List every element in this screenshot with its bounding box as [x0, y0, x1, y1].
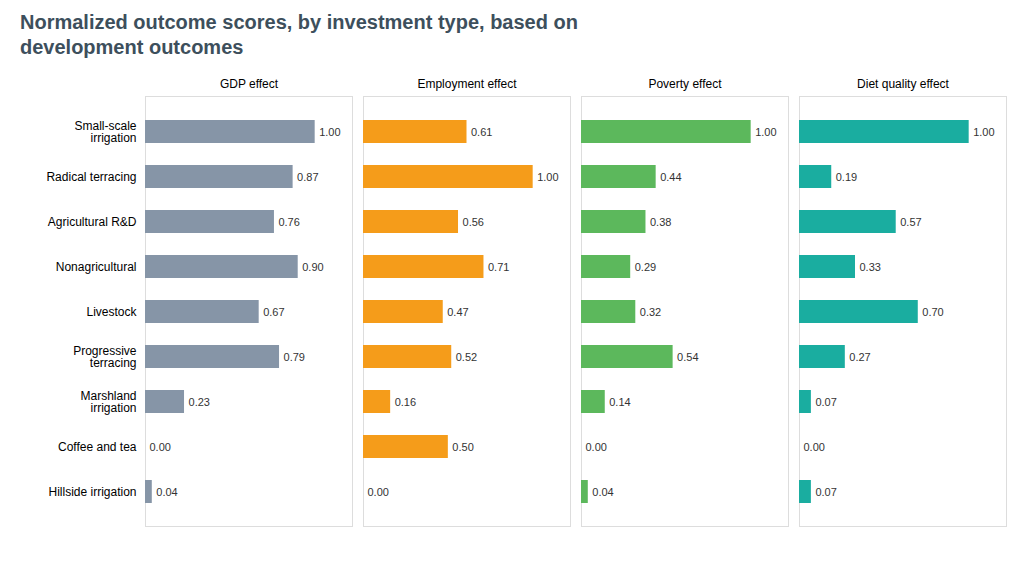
svg-text:Nonagricultural: Nonagricultural — [56, 260, 137, 274]
html-text:Normalized outcome scores, by: Normalized outcome scores, by investment… — [20, 11, 578, 58]
svg-text:0.00: 0.00 — [586, 441, 607, 453]
svg-text:1.00: 1.00 — [319, 126, 340, 138]
svg-text:Agricultural R&D: Agricultural R&D — [48, 215, 137, 229]
svg-text:0.79: 0.79 — [284, 351, 305, 363]
svg-text:0.57: 0.57 — [900, 216, 921, 228]
svg-text:0.54: 0.54 — [677, 351, 698, 363]
svg-text:0.67: 0.67 — [263, 306, 284, 318]
svg-text:0.16: 0.16 — [395, 396, 416, 408]
svg-text:GDP effect: GDP effect — [220, 77, 279, 91]
svg-text:0.27: 0.27 — [849, 351, 870, 363]
svg-text:0.38: 0.38 — [650, 216, 671, 228]
svg-text:0.90: 0.90 — [302, 261, 323, 273]
svg-text:0.00: 0.00 — [150, 441, 171, 453]
svg-text:1.00: 1.00 — [755, 126, 776, 138]
svg-text:0.70: 0.70 — [922, 306, 943, 318]
svg-text:Diet quality effect: Diet quality effect — [857, 77, 949, 91]
svg-text:Coffee and tea: Coffee and tea — [58, 440, 137, 454]
svg-text:0.00: 0.00 — [804, 441, 825, 453]
svg-text:0.44: 0.44 — [660, 171, 681, 183]
svg-text:0.71: 0.71 — [488, 261, 509, 273]
svg-text:1.00: 1.00 — [973, 126, 994, 138]
svg-text:Marshlandirrigation: Marshlandirrigation — [80, 389, 136, 415]
svg-text:0.19: 0.19 — [836, 171, 857, 183]
svg-text:0.61: 0.61 — [471, 126, 492, 138]
svg-text:0.04: 0.04 — [156, 486, 177, 498]
svg-text:0.76: 0.76 — [278, 216, 299, 228]
svg-text:Small-scaleirrigation: Small-scaleirrigation — [74, 119, 136, 145]
svg-text:Radical terracing: Radical terracing — [46, 170, 136, 184]
svg-text:0.33: 0.33 — [859, 261, 880, 273]
svg-text:0.56: 0.56 — [463, 216, 484, 228]
svg-text:0.04: 0.04 — [592, 486, 613, 498]
svg-text:0.47: 0.47 — [447, 306, 468, 318]
svg-text:0.87: 0.87 — [297, 171, 318, 183]
svg-text:Progressiveterracing: Progressiveterracing — [73, 344, 137, 370]
svg-text:0.50: 0.50 — [452, 441, 473, 453]
svg-text:0.23: 0.23 — [189, 396, 210, 408]
svg-text:0.52: 0.52 — [456, 351, 477, 363]
svg-text:0.00: 0.00 — [368, 486, 389, 498]
svg-text:Employment effect: Employment effect — [417, 77, 517, 91]
svg-text:0.32: 0.32 — [640, 306, 661, 318]
svg-text:0.07: 0.07 — [815, 486, 836, 498]
svg-text:Poverty effect: Poverty effect — [648, 77, 722, 91]
svg-text:Livestock: Livestock — [86, 305, 137, 319]
svg-text:0.29: 0.29 — [635, 261, 656, 273]
svg-text:Hillside irrigation: Hillside irrigation — [48, 485, 136, 499]
svg-text:1.00: 1.00 — [537, 171, 558, 183]
svg-text:0.14: 0.14 — [609, 396, 630, 408]
svg-text:0.07: 0.07 — [815, 396, 836, 408]
